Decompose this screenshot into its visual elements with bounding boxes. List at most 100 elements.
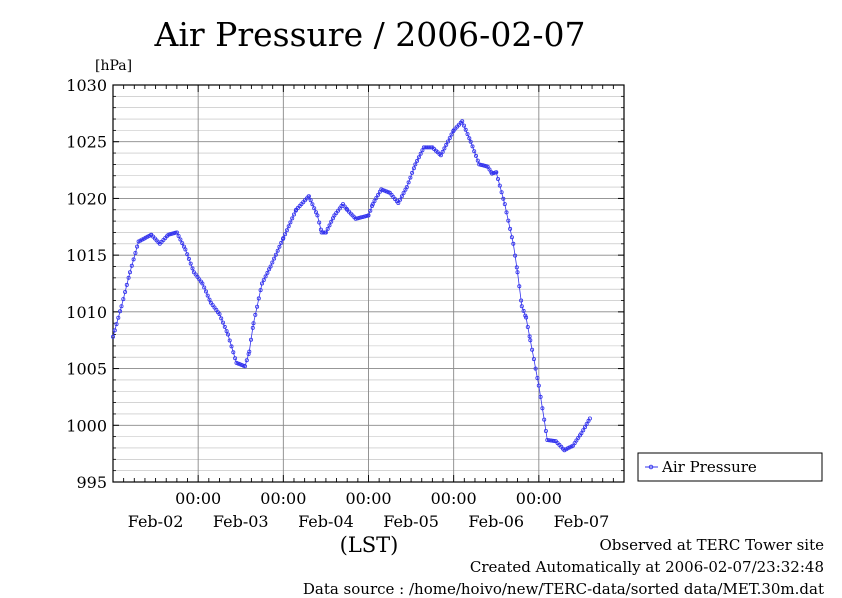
data-point bbox=[447, 135, 452, 140]
data-point bbox=[246, 351, 251, 356]
data-point bbox=[460, 119, 465, 124]
data-point bbox=[229, 344, 234, 349]
legend-label-air-pressure: Air Pressure bbox=[661, 458, 757, 476]
data-point bbox=[288, 220, 293, 225]
data-point bbox=[231, 350, 236, 355]
data-point bbox=[248, 337, 253, 342]
data-point bbox=[281, 236, 286, 241]
data-point bbox=[111, 334, 116, 339]
data-point bbox=[207, 297, 212, 302]
data-point bbox=[584, 421, 589, 426]
data-point bbox=[465, 132, 470, 137]
data-point bbox=[583, 425, 588, 430]
data-point bbox=[502, 202, 507, 207]
data-point bbox=[368, 208, 373, 213]
data-point bbox=[527, 334, 532, 339]
x-time-label: 00:00 bbox=[345, 489, 391, 508]
data-point bbox=[570, 443, 575, 448]
data-point bbox=[382, 188, 387, 193]
data-point bbox=[279, 240, 284, 245]
data-point bbox=[255, 304, 260, 309]
data-point bbox=[268, 264, 273, 269]
footer-observed: Observed at TERC Tower site bbox=[599, 536, 824, 554]
data-point bbox=[530, 347, 535, 352]
data-point bbox=[183, 247, 188, 252]
data-point bbox=[306, 194, 311, 199]
data-point bbox=[519, 298, 524, 303]
data-point bbox=[118, 309, 123, 314]
data-point bbox=[112, 328, 117, 333]
data-point bbox=[323, 230, 328, 235]
data-point bbox=[581, 428, 586, 433]
data-point bbox=[205, 293, 210, 298]
x-date-label: Feb-06 bbox=[468, 512, 524, 531]
data-point bbox=[495, 176, 500, 181]
data-point bbox=[308, 198, 313, 203]
data-point bbox=[242, 364, 247, 369]
x-time-label: 00:00 bbox=[516, 489, 562, 508]
data-point bbox=[380, 188, 385, 193]
data-point bbox=[538, 394, 543, 399]
data-point bbox=[542, 417, 547, 422]
data-point bbox=[251, 321, 256, 326]
data-point bbox=[224, 329, 229, 334]
data-point bbox=[250, 325, 255, 330]
data-point bbox=[265, 270, 270, 275]
x-date-label: Feb-03 bbox=[213, 512, 269, 531]
data-point bbox=[237, 362, 242, 367]
data-point bbox=[261, 277, 266, 282]
data-point bbox=[396, 200, 401, 205]
data-point bbox=[515, 270, 520, 275]
data-point bbox=[478, 162, 483, 167]
y-tick-label: 1020 bbox=[66, 189, 107, 208]
x-date-label: Feb-02 bbox=[128, 512, 184, 531]
data-point bbox=[286, 224, 291, 229]
data-point bbox=[227, 338, 232, 343]
data-point bbox=[258, 288, 263, 293]
data-point bbox=[234, 360, 239, 365]
data-point bbox=[543, 428, 548, 433]
data-point bbox=[259, 281, 264, 286]
y-tick-label: 995 bbox=[76, 473, 107, 492]
x-date-label: Feb-05 bbox=[383, 512, 439, 531]
data-point bbox=[270, 260, 275, 265]
data-point bbox=[514, 265, 519, 270]
data-point bbox=[123, 289, 128, 294]
data-point bbox=[315, 213, 320, 218]
data-point bbox=[190, 266, 195, 271]
legend-swatch-marker bbox=[648, 464, 654, 470]
data-point bbox=[480, 163, 485, 168]
data-point bbox=[186, 256, 191, 261]
data-point bbox=[413, 162, 418, 167]
data-point bbox=[310, 202, 315, 207]
data-point bbox=[533, 366, 538, 371]
data-point bbox=[445, 139, 450, 144]
data-point bbox=[468, 139, 473, 144]
data-point bbox=[174, 230, 179, 235]
y-tick-label: 1025 bbox=[66, 133, 107, 152]
y-tick-label: 1005 bbox=[66, 360, 107, 379]
data-point bbox=[247, 349, 252, 354]
data-point bbox=[355, 216, 360, 221]
data-point bbox=[410, 170, 415, 175]
data-point bbox=[504, 210, 509, 215]
data-point bbox=[233, 356, 238, 361]
data-point bbox=[411, 166, 416, 171]
chart-title: Air Pressure / 2006-02-07 bbox=[154, 15, 586, 54]
data-point bbox=[188, 261, 193, 266]
data-point bbox=[225, 332, 230, 337]
x-time-label: 00:00 bbox=[431, 489, 477, 508]
data-point bbox=[291, 212, 296, 217]
data-point bbox=[166, 232, 171, 237]
data-point bbox=[523, 313, 528, 318]
x-time-label: 00:00 bbox=[175, 489, 221, 508]
data-point bbox=[353, 216, 358, 221]
y-tick-label: 1030 bbox=[66, 76, 107, 95]
data-point bbox=[317, 220, 322, 225]
data-point bbox=[374, 195, 379, 200]
data-point bbox=[470, 144, 475, 149]
data-point bbox=[473, 153, 478, 158]
data-point bbox=[116, 315, 121, 320]
data-point bbox=[475, 158, 480, 163]
